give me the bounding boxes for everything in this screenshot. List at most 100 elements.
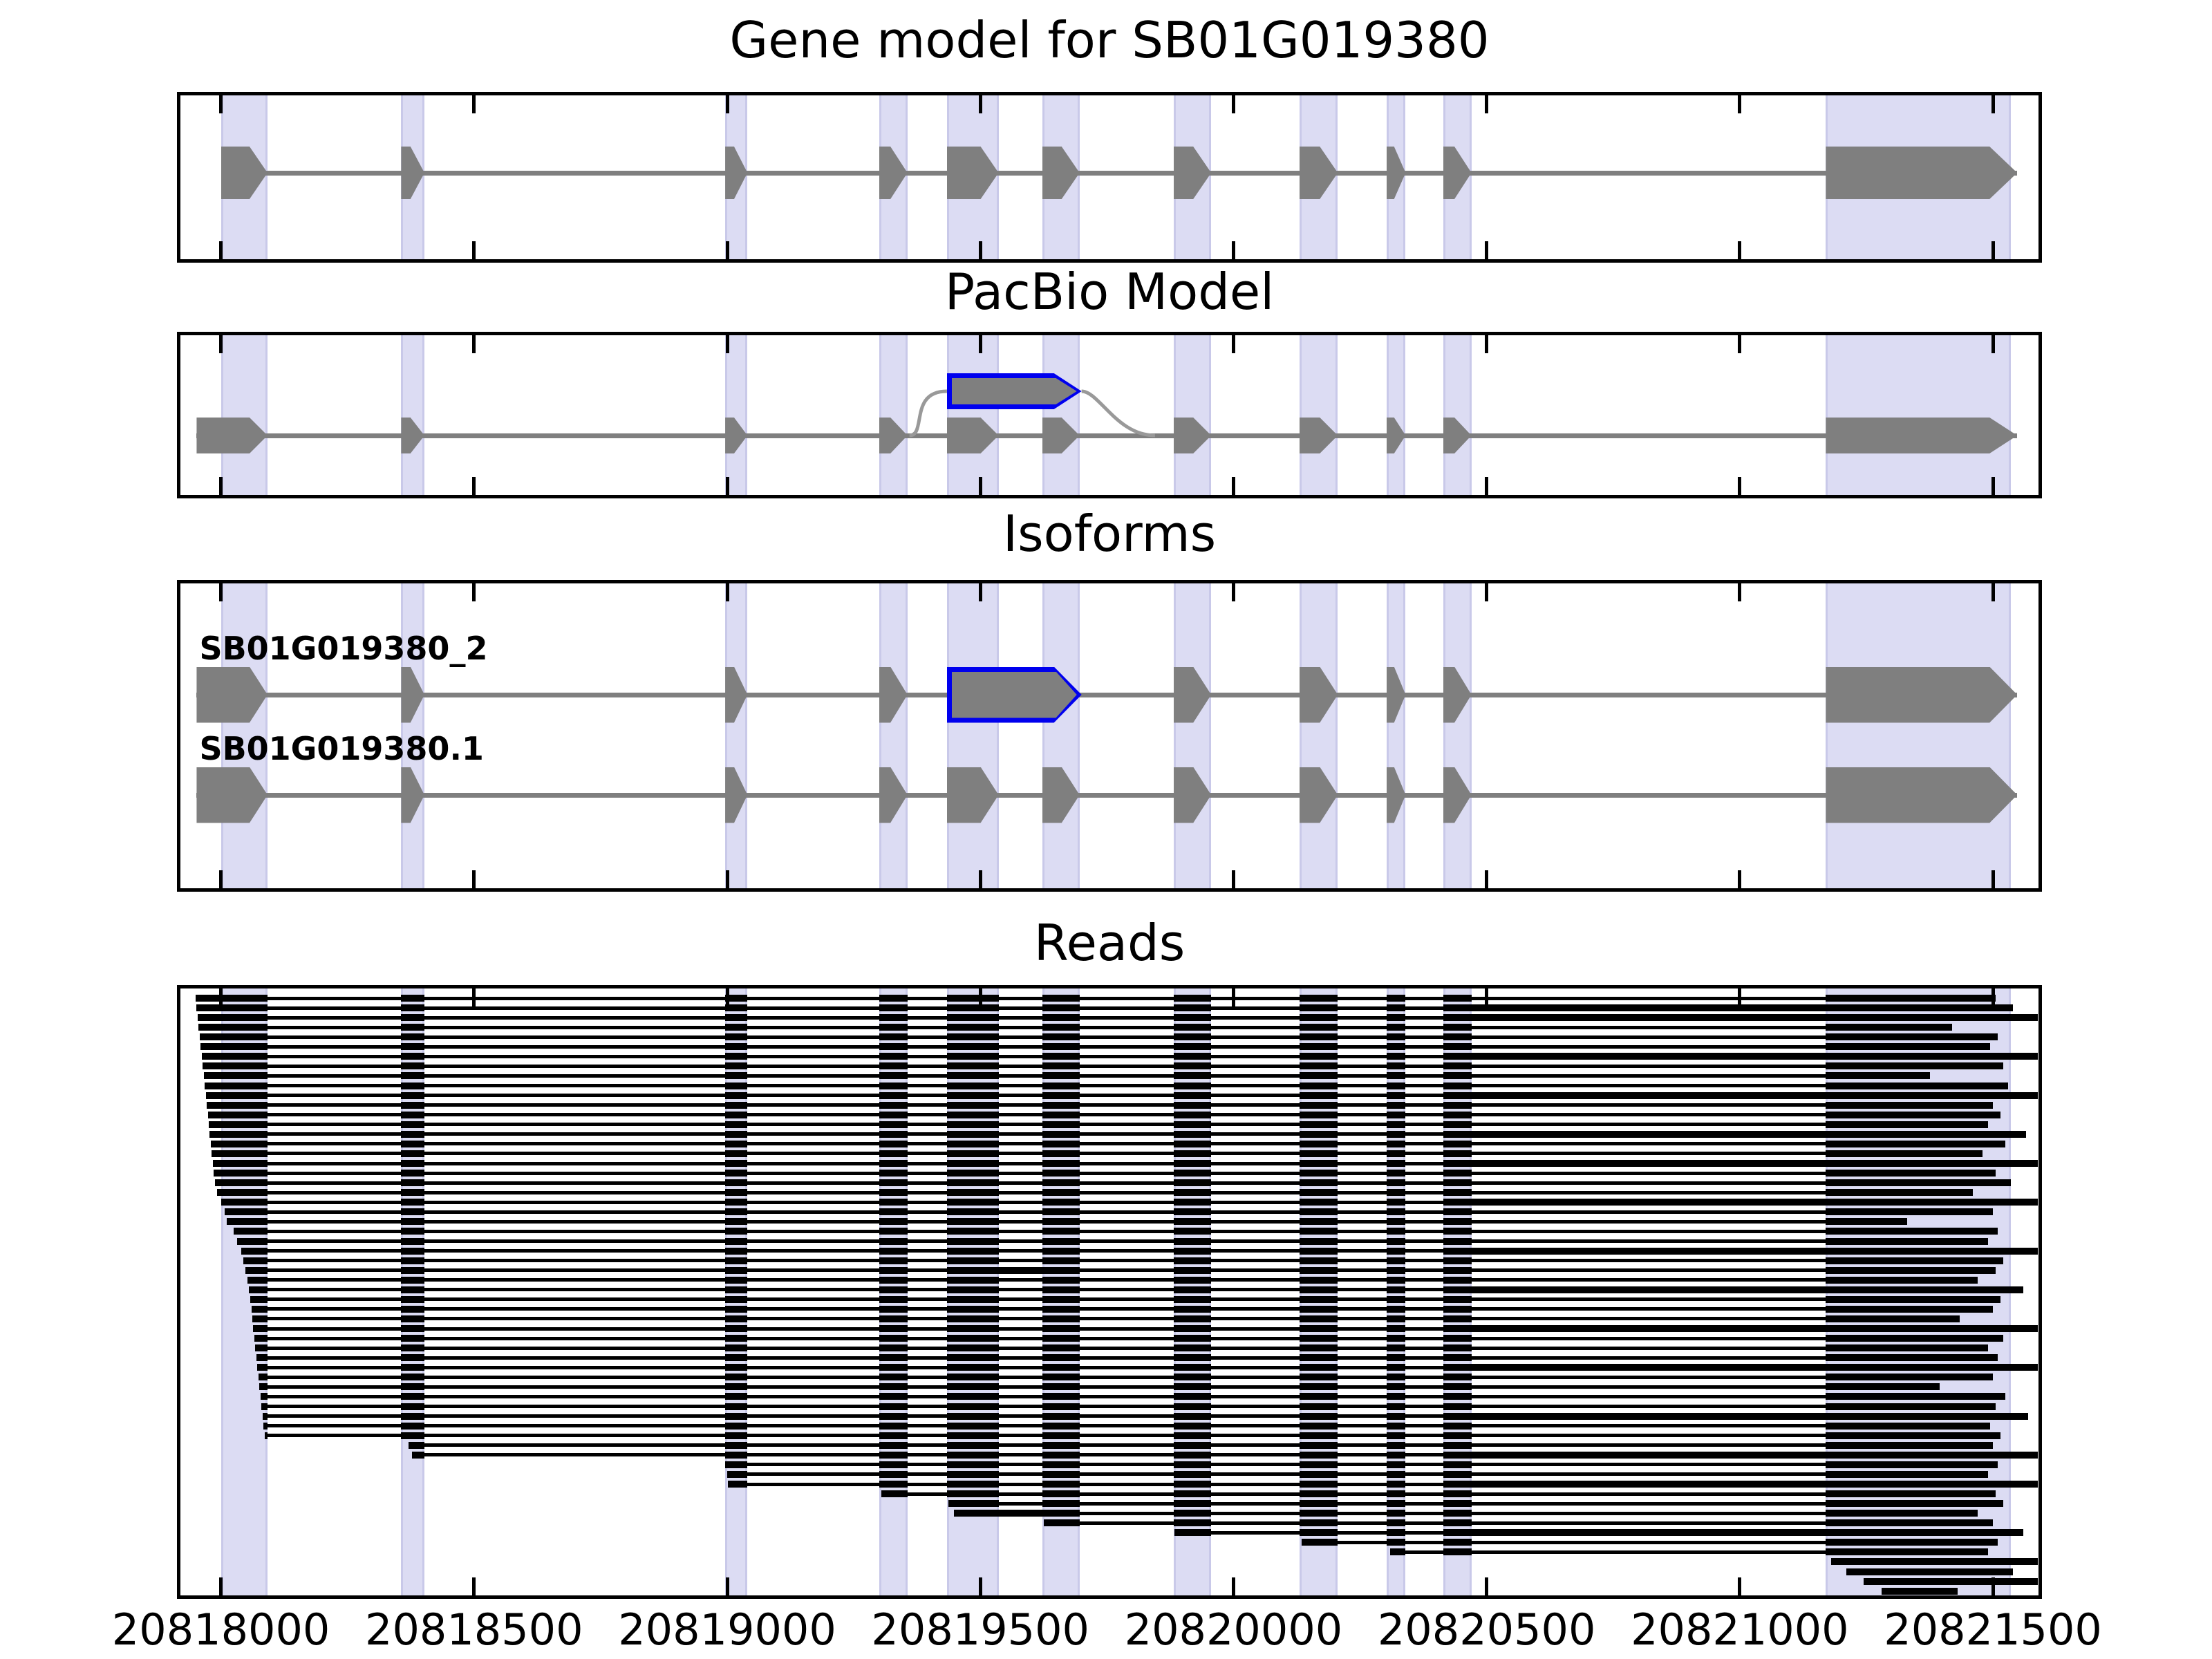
read-exon-segment xyxy=(247,1276,268,1284)
read-exon-segment xyxy=(1299,1500,1338,1508)
read-exon-segment xyxy=(1042,1286,1080,1293)
read-exon-segment xyxy=(1043,1519,1080,1527)
read-exon-segment xyxy=(1443,1470,1472,1478)
read-exon-segment xyxy=(1042,1218,1080,1226)
read-exon-segment xyxy=(1443,1529,1472,1537)
read-exon-segment xyxy=(1386,1170,1406,1177)
read-exon-segment xyxy=(1386,1393,1406,1400)
read-exon-segment xyxy=(1042,1150,1080,1157)
axis-tick xyxy=(978,95,982,113)
read-exon-segment xyxy=(401,1257,425,1264)
read-exon-segment xyxy=(1042,1004,1080,1012)
read-exon-segment xyxy=(401,1286,425,1293)
read-exon-segment xyxy=(1830,1558,2038,1566)
read-exon-segment xyxy=(1302,1539,1338,1546)
read-retained-intron xyxy=(1471,1247,1826,1255)
title-reads: Reads xyxy=(1033,914,1185,972)
read-exon-segment xyxy=(241,1247,268,1255)
x-axis-tick-label: 20819500 xyxy=(871,1604,1089,1655)
read-exon-segment xyxy=(1174,1519,1212,1527)
read-exon-segment xyxy=(1386,1140,1406,1147)
read-exon-segment xyxy=(1174,1529,1212,1537)
read-exon-segment xyxy=(879,1130,908,1138)
read-exon-segment xyxy=(879,1082,908,1089)
read-exon-segment xyxy=(1174,1189,1212,1197)
read-exon-segment xyxy=(725,1441,748,1449)
read-exon-segment xyxy=(1299,1266,1338,1274)
read-intron-line xyxy=(209,1132,2026,1136)
read-exon-segment xyxy=(725,1208,748,1216)
exon-highlight-band xyxy=(1299,583,1338,888)
read-exon-segment xyxy=(946,1150,999,1157)
read-exon-segment xyxy=(946,1208,999,1216)
title-isoforms: Isoforms xyxy=(1002,505,1217,563)
axis-tick xyxy=(1231,870,1235,888)
read-exon-segment xyxy=(1826,1325,2038,1333)
read-exon-segment xyxy=(401,1422,425,1430)
read-exon-segment xyxy=(254,1335,268,1342)
read-exon-segment xyxy=(946,1257,999,1264)
read-exon-segment xyxy=(725,1354,748,1362)
read-exon-segment xyxy=(946,1461,999,1468)
read-exon-segment xyxy=(879,1101,908,1109)
read-exon-segment xyxy=(401,1325,425,1333)
read-exon-segment xyxy=(946,1393,999,1400)
read-exon-segment xyxy=(1386,1247,1406,1255)
axis-tick xyxy=(1738,241,1742,259)
read-exon-segment xyxy=(1042,1247,1080,1255)
read-exon-segment xyxy=(1386,1121,1406,1128)
read-exon-segment xyxy=(946,1286,999,1293)
read-exon-segment xyxy=(245,1266,268,1274)
splice-curve xyxy=(1081,389,1155,438)
read-intron-line xyxy=(1302,1540,1998,1544)
read-exon-segment xyxy=(1443,1043,1472,1051)
read-exon-segment xyxy=(1443,1218,1472,1226)
read-exon-segment xyxy=(1042,1441,1080,1449)
read-exon-segment xyxy=(1042,1043,1080,1051)
read-exon-segment xyxy=(881,1490,908,1498)
read-exon-segment xyxy=(1299,1305,1338,1313)
read-exon-segment xyxy=(1042,1228,1080,1235)
read-intron-line xyxy=(262,1414,2029,1418)
read-exon-segment xyxy=(1386,1441,1406,1449)
read-exon-segment xyxy=(1299,1228,1338,1235)
read-intron-line xyxy=(245,1268,1996,1273)
read-exon-segment xyxy=(401,1354,425,1362)
read-exon-segment xyxy=(1299,1422,1338,1430)
read-exon-segment xyxy=(1174,1208,1212,1216)
read-exon-segment xyxy=(259,1383,268,1391)
read-exon-segment xyxy=(1443,1276,1472,1284)
read-exon-segment xyxy=(879,1344,908,1352)
read-exon-segment xyxy=(401,1024,425,1031)
read-exon-segment xyxy=(725,1295,748,1303)
axis-tick xyxy=(1231,241,1235,259)
read-exon-segment xyxy=(1443,1062,1472,1070)
read-exon-segment xyxy=(1826,1393,2006,1400)
read-exon-segment xyxy=(946,995,999,1002)
intron-line xyxy=(196,433,2018,438)
read-exon-segment xyxy=(1299,1004,1338,1012)
read-exon-segment xyxy=(725,1344,748,1352)
x-axis-tick-label: 20821000 xyxy=(1631,1604,1849,1655)
read-exon-segment xyxy=(725,1364,748,1371)
read-exon-segment xyxy=(1174,1354,1212,1362)
read-retained-intron xyxy=(1471,1451,1826,1459)
read-exon-segment xyxy=(1299,1043,1338,1051)
read-exon-segment xyxy=(1299,1170,1338,1177)
read-exon-segment xyxy=(256,1354,268,1362)
read-exon-segment xyxy=(1042,1160,1080,1168)
read-exon-segment xyxy=(725,1228,748,1235)
read-intron-line xyxy=(250,1297,2001,1302)
read-exon-segment xyxy=(212,1160,268,1168)
read-exon-segment xyxy=(221,1199,268,1206)
read-exon-segment xyxy=(946,1470,999,1478)
axis-tick xyxy=(1991,335,1995,353)
axis-tick xyxy=(1231,477,1235,495)
read-exon-segment xyxy=(1042,1237,1080,1245)
read-exon-segment xyxy=(1299,1519,1338,1527)
read-exon-segment xyxy=(879,1374,908,1381)
read-exon-segment xyxy=(263,1422,268,1430)
axis-tick xyxy=(1738,95,1742,113)
read-exon-segment xyxy=(1042,995,1080,1002)
read-exon-segment xyxy=(1386,1257,1406,1264)
